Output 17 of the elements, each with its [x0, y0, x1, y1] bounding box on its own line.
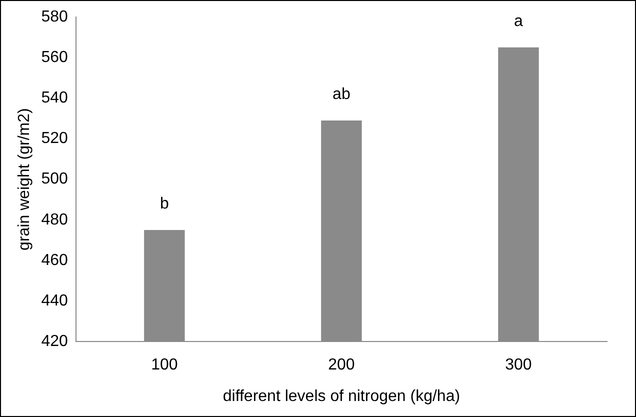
y-tick-label: 540 — [41, 90, 68, 107]
y-tick-label: 520 — [41, 130, 68, 148]
y-tick-label: 440 — [41, 292, 68, 310]
y-axis-title: grain weight (gr/m2) — [16, 108, 34, 250]
x-axis-title: different levels of nitrogen (kg/ha) — [222, 388, 460, 405]
x-tick-label: 100 — [151, 356, 178, 374]
y-tick-label: 580 — [41, 8, 68, 26]
y-tick-label: 480 — [41, 211, 68, 228]
y-tick-label: 460 — [41, 252, 68, 269]
x-tick-label: 300 — [505, 356, 532, 374]
y-tick-label: 560 — [41, 48, 68, 66]
annotation: a — [514, 12, 524, 30]
annotation: ab — [332, 86, 350, 103]
x-tick-label: 200 — [328, 356, 355, 374]
y-tick-label: 420 — [41, 333, 68, 350]
annotation: b — [160, 195, 169, 212]
y-tick-label: 500 — [41, 170, 68, 188]
